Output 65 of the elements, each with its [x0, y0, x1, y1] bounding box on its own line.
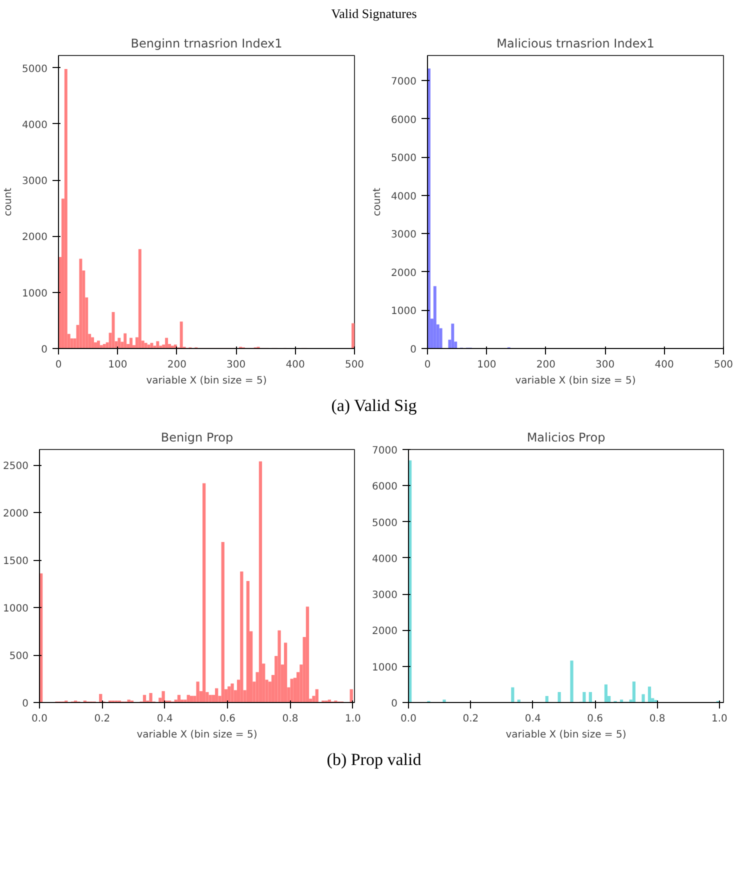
- y-tick-label: 7000: [391, 76, 417, 88]
- y-tick-label: 4000: [391, 191, 417, 202]
- chart-title: Benginn trnasrion Index1: [130, 36, 282, 50]
- y-axis-title: count: [3, 187, 14, 216]
- y-tick-label: 5000: [22, 63, 48, 74]
- y-tick-label: 5000: [372, 518, 398, 529]
- x-tick-label: 200: [167, 359, 186, 370]
- y-tick-label: 1000: [3, 603, 29, 614]
- y-tick-label: 1500: [3, 556, 29, 567]
- x-tick-label: 0.2: [94, 713, 110, 724]
- x-tick-label: 400: [286, 359, 305, 370]
- y-tick-label: 2000: [372, 626, 398, 638]
- x-tick-label: 1.0: [712, 713, 728, 724]
- y-tick-label: 7000: [372, 445, 398, 456]
- x-tick-label: 100: [108, 359, 128, 370]
- text: Valid Signatures: [331, 5, 417, 23]
- x-tick-label: 400: [654, 359, 674, 370]
- x-axis-title: variable X (bin size = 5): [136, 729, 258, 740]
- y-tick-label: 2500: [3, 461, 29, 472]
- y-tick-label: 3000: [372, 590, 398, 601]
- x-tick-label: 100: [477, 359, 496, 370]
- x-tick-label: 0.8: [282, 713, 298, 724]
- y-tick-label: 2000: [391, 268, 417, 279]
- y-tick-label: 0: [22, 698, 29, 710]
- text: (b) Prop valid: [326, 748, 422, 771]
- text: (a) Valid Sig: [331, 394, 417, 417]
- chart-title: Benign Prop: [160, 430, 234, 444]
- y-tick-label: 500: [9, 650, 29, 662]
- x-tick-label: 200: [536, 359, 556, 370]
- y-tick-label: 2000: [3, 508, 29, 520]
- x-tick-label: 0.4: [156, 713, 173, 724]
- x-tick-label: 0.4: [524, 713, 541, 724]
- y-tick-label: 6000: [372, 481, 398, 492]
- chart-title: Malicious trnasrion Index1: [496, 36, 654, 50]
- y-tick-label: 1000: [391, 306, 417, 317]
- y-tick-label: 2000: [22, 232, 48, 243]
- y-tick-label: 0: [41, 344, 48, 356]
- x-tick-label: 0.0: [32, 713, 48, 724]
- y-tick-label: 3000: [22, 176, 48, 187]
- y-tick-label: 0: [391, 698, 398, 710]
- chart-title: Malicios Prop: [526, 430, 606, 444]
- y-tick-label: 1000: [22, 288, 48, 299]
- y-axis-title: count: [372, 187, 384, 216]
- x-axis-title: variable X (bin size = 5): [506, 729, 626, 740]
- y-tick-label: 6000: [391, 114, 417, 126]
- x-tick-label: 0.8: [649, 713, 666, 724]
- x-tick-label: 0.2: [462, 713, 479, 724]
- x-tick-label: 0.6: [220, 713, 236, 724]
- x-tick-label: 0.6: [587, 713, 604, 724]
- x-tick-label: 0: [55, 359, 62, 370]
- x-axis-title: variable X (bin size = 5): [515, 375, 636, 386]
- x-axis-title: variable X (bin size = 5): [146, 375, 267, 386]
- y-tick-label: 0: [410, 344, 417, 356]
- x-tick-label: 300: [596, 359, 615, 370]
- x-tick-label: 1.0: [344, 713, 361, 724]
- x-tick-label: 0.0: [400, 713, 416, 724]
- x-tick-label: 500: [344, 359, 364, 370]
- x-tick-label: 0: [424, 359, 431, 370]
- y-tick-label: 4000: [372, 554, 398, 565]
- y-tick-label: 3000: [391, 229, 417, 240]
- y-tick-label: 5000: [391, 152, 417, 164]
- y-tick-label: 1000: [372, 662, 398, 674]
- x-tick-label: 500: [714, 359, 734, 370]
- y-tick-label: 4000: [22, 120, 48, 131]
- x-tick-label: 300: [226, 359, 246, 370]
